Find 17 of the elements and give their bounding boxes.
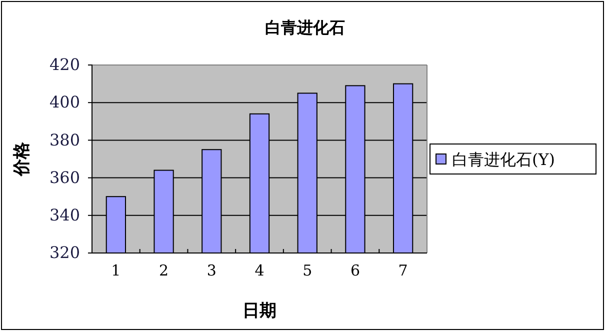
x-tick-label: 2 bbox=[159, 262, 169, 280]
x-tick-label: 3 bbox=[206, 262, 216, 280]
x-tick-label: 7 bbox=[398, 262, 408, 280]
x-tick-label: 1 bbox=[111, 262, 121, 280]
y-tick-label: 400 bbox=[49, 92, 80, 112]
y-tick-label: 360 bbox=[49, 168, 80, 187]
chart-title: 白青进化石 bbox=[265, 18, 345, 37]
legend-label: 白青进化石(Y) bbox=[452, 150, 556, 169]
x-axis-title: 日期 bbox=[242, 301, 276, 321]
y-tick-label: 380 bbox=[49, 130, 80, 150]
x-tick-label: 5 bbox=[302, 262, 312, 280]
x-tick-label: 4 bbox=[254, 262, 264, 280]
y-tick-label: 420 bbox=[49, 55, 80, 74]
y-tick-label: 320 bbox=[49, 243, 80, 262]
y-axis-title: 价格 bbox=[12, 141, 32, 177]
y-tick-label: 340 bbox=[49, 206, 80, 225]
x-tick-label: 6 bbox=[350, 262, 360, 280]
